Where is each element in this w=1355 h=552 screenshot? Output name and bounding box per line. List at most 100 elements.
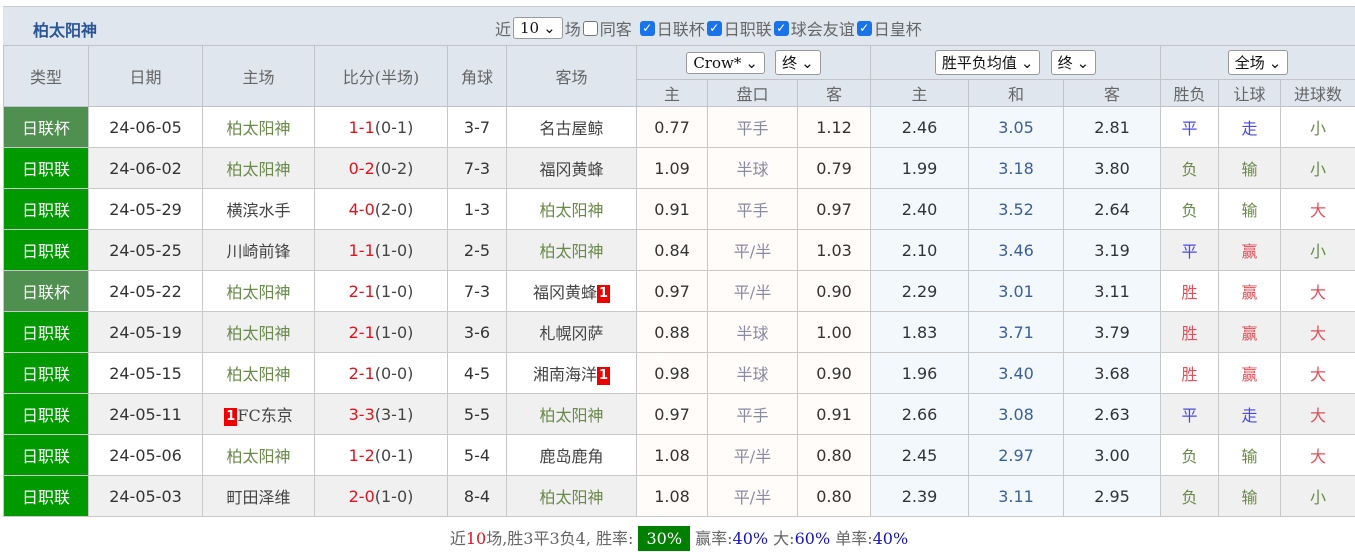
checkbox-4[interactable]: ✓ [856, 20, 872, 36]
score-cell[interactable]: 1-1(0-1) [314, 106, 448, 148]
asia-stage-select[interactable]: 终 ⌄ [775, 50, 821, 75]
team-name[interactable]: 柏太阳神 [539, 406, 604, 425]
team-name[interactable]: 札幌冈萨 [539, 324, 604, 343]
euro-draw-odds: 3.52 [968, 188, 1065, 230]
half-score: (2-0) [374, 199, 414, 219]
score-cell[interactable]: 2-1(1-0) [314, 270, 448, 312]
checkbox-2[interactable]: ✓ [706, 20, 722, 36]
subcol-0: 主 [636, 79, 708, 107]
team-name[interactable]: 鹿岛鹿角 [539, 447, 604, 466]
result: 胜 [1160, 270, 1220, 312]
chevron-down-icon: ⌄ [543, 19, 556, 37]
subcol-3: 主 [870, 79, 970, 107]
score-cell[interactable]: 1-1(1-0) [314, 229, 448, 271]
over-under-result: 大 [1280, 434, 1355, 476]
away-team-cell: 柏太阳神 [506, 475, 637, 517]
handicap-result: 走 [1218, 393, 1282, 435]
over-under-result: 大 [1280, 188, 1355, 230]
chevron-down-icon: ⌄ [801, 53, 814, 72]
team-name[interactable]: 福冈黄蜂 [539, 160, 604, 179]
summary-text: 场,胜3平3负4, 胜率: [486, 529, 634, 548]
team-name[interactable]: 横滨水手 [226, 201, 291, 220]
score-cell[interactable]: 0-2(0-2) [314, 147, 448, 189]
col-date: 日期 [88, 45, 203, 107]
team-name[interactable]: 柏太阳神 [226, 365, 291, 384]
euro-draw-odds: 3.11 [968, 475, 1065, 517]
recent-count-select[interactable]: 10 ⌄ [513, 17, 563, 39]
away-team-cell: 鹿岛鹿角 [506, 434, 637, 476]
team-name[interactable]: 柏太阳神 [226, 160, 291, 179]
games-label: 场 [564, 20, 581, 39]
match-type: 日职联 [3, 352, 89, 394]
euro-type-select[interactable]: 胜平负均值 ⌄ [934, 50, 1041, 75]
score-cell[interactable]: 2-0(1-0) [314, 475, 448, 517]
subcol-2: 客 [796, 79, 872, 107]
team-name[interactable]: 柏太阳神 [539, 201, 604, 220]
team-name[interactable]: FC东京 [237, 406, 293, 425]
euro-home-odds: 2.10 [870, 229, 970, 271]
match-type: 日职联 [3, 475, 89, 517]
chevron-down-icon: ⌄ [1268, 53, 1282, 72]
half-score: (1-0) [374, 486, 414, 506]
full-score: 1-1 [348, 240, 375, 260]
asia-company-select[interactable]: Crow* ⌄ [686, 52, 765, 74]
team-name[interactable]: 川崎前锋 [226, 242, 291, 261]
asia-home-odds: 0.98 [636, 352, 708, 394]
score-cell[interactable]: 2-1(0-0) [314, 352, 448, 394]
half-score: (0-0) [374, 363, 414, 383]
result: 负 [1160, 188, 1220, 230]
team-name[interactable]: 福冈黄蜂 [532, 283, 597, 302]
team-name[interactable]: 名古屋鲸 [539, 119, 604, 138]
euro-away-odds: 3.80 [1063, 147, 1162, 189]
red-card-badge: 1 [224, 407, 238, 426]
summary: 近10场,胜3平3负4, 胜率: 30% 赢率:40% 大:60% 单率:40% [3, 525, 1355, 551]
euro-draw-odds: 3.71 [968, 311, 1065, 353]
euro-stage-value: 终 [1057, 54, 1073, 72]
checkbox-3[interactable]: ✓ [773, 20, 789, 36]
match-type: 日职联 [3, 393, 89, 435]
score-cell[interactable]: 1-2(0-1) [314, 434, 448, 476]
asia-away-odds: 1.12 [796, 106, 872, 148]
team-name[interactable]: 町田泽维 [226, 488, 291, 507]
team-name[interactable]: 柏太阳神 [226, 119, 291, 138]
team-name[interactable]: 湘南海洋 [532, 365, 597, 384]
euro-home-odds: 2.29 [870, 270, 970, 312]
team-name[interactable]: 柏太阳神 [226, 283, 291, 302]
home-team-cell: 柏太阳神 [202, 311, 315, 353]
checkbox-1[interactable]: ✓ [639, 20, 655, 36]
match-type: 日职联 [3, 311, 89, 353]
team-name[interactable]: 柏太阳神 [539, 488, 604, 507]
handicap-line: 半球 [707, 147, 798, 189]
handicap-line: 平/半 [707, 229, 798, 271]
euro-stage-select[interactable]: 终 ⌄ [1050, 50, 1097, 75]
checkbox-0[interactable] [582, 20, 598, 36]
match-type: 日职联 [3, 434, 89, 476]
score-cell[interactable]: 4-0(2-0) [314, 188, 448, 230]
handicap-result: 输 [1218, 475, 1282, 517]
col-home: 主场 [202, 45, 315, 107]
score-cell[interactable]: 3-3(3-1) [314, 393, 448, 435]
chevron-down-icon: ⌄ [745, 54, 758, 72]
over-under-result: 大 [1280, 270, 1355, 312]
euro-home-odds: 1.83 [870, 311, 970, 353]
team-name[interactable]: 柏太阳神 [226, 447, 291, 466]
scope-select[interactable]: 全场 ⌄ [1227, 50, 1289, 75]
full-score: 2-1 [348, 322, 375, 342]
team-name[interactable]: 柏太阳神 [539, 242, 604, 261]
handicap-line: 平/半 [707, 270, 798, 312]
corners: 1-3 [447, 188, 507, 230]
checkbox-label: 日职联 [723, 20, 772, 39]
cover-rate: 40% [732, 529, 769, 548]
score-cell[interactable]: 2-1(1-0) [314, 311, 448, 353]
asia-away-odds: 1.03 [796, 229, 872, 271]
over-under-result: 小 [1280, 147, 1355, 189]
euro-away-odds: 2.95 [1063, 475, 1162, 517]
handicap-result: 走 [1218, 106, 1282, 148]
win-rate-badge: 30% [638, 526, 691, 551]
match-type: 日联杯 [3, 270, 89, 312]
team-name[interactable]: 柏太阳神 [226, 324, 291, 343]
euro-draw-odds: 3.46 [968, 229, 1065, 271]
match-date: 24-06-05 [88, 106, 203, 148]
away-team-cell: 名古屋鲸 [506, 106, 637, 148]
subcol-5: 客 [1063, 79, 1162, 107]
